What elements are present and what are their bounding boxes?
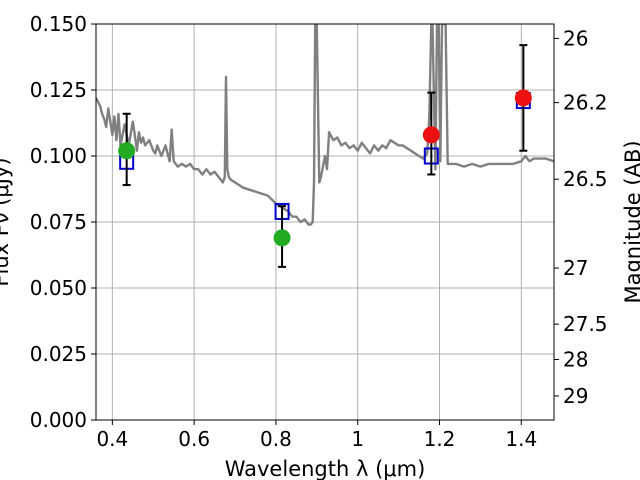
y-tick-label: 0.150 — [30, 12, 87, 36]
axis-ticks: 0.4 0.6 0.8 1 1.2 1.4 0.000 0.025 0.050 0.075 0.10… — [30, 12, 608, 451]
y-tick-label: 0.025 — [30, 342, 87, 366]
right-tick-label: 29 — [563, 384, 588, 408]
y-tick-label: 0.050 — [30, 276, 87, 300]
y-tick-label: 0.075 — [30, 210, 87, 234]
data-point — [118, 142, 136, 160]
x-tick-label: 1.2 — [424, 427, 456, 451]
right-tick-label: 26.5 — [563, 167, 608, 191]
y-axis-label: Flux Fν (μJy) — [0, 157, 13, 286]
right-tick-label: 28 — [563, 348, 588, 372]
x-tick-label: 0.8 — [260, 427, 292, 451]
gridlines — [96, 23, 554, 421]
x-tick-label: 0.4 — [96, 427, 128, 451]
x-tick-label: 0.6 — [178, 427, 210, 451]
right-axis-label: Magnitude (AB) — [621, 140, 640, 303]
plot-area — [96, 24, 554, 268]
y-tick-label: 0.125 — [30, 78, 87, 102]
x-tick-label: 1.4 — [505, 427, 537, 451]
y-tick-label: 0.000 — [30, 408, 87, 432]
x-tick-label: 1 — [351, 427, 364, 451]
right-tick-label: 26.2 — [563, 91, 608, 115]
data-point — [514, 89, 532, 107]
data-point — [422, 126, 440, 144]
right-tick-label: 27 — [563, 256, 588, 280]
x-axis-label: Wavelength λ (μm) — [225, 457, 426, 480]
y-tick-label: 0.100 — [30, 144, 87, 168]
right-tick-label: 27.5 — [563, 312, 608, 336]
data-point — [273, 229, 291, 247]
right-tick-label: 26 — [563, 26, 588, 50]
spectrum-line — [96, 24, 554, 226]
